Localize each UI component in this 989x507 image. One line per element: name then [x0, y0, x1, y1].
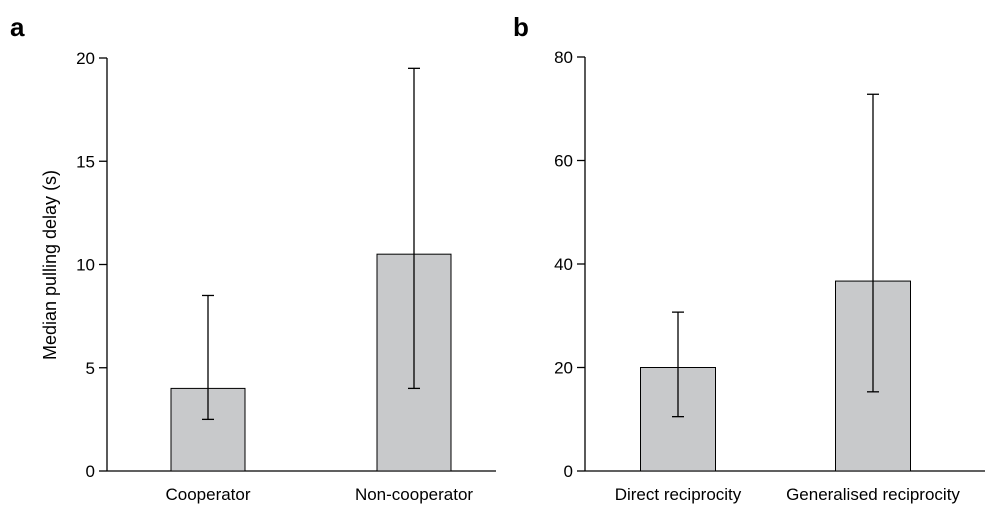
y-tick-label-b: 60 [554, 152, 573, 171]
panel-b-marks: 0 20 40 60 80 Direct reciprocity Generalised r… [554, 48, 985, 504]
y-tick-label-b: 40 [554, 255, 573, 274]
category-label-b: Generalised reciprocity [786, 485, 960, 504]
y-tick-label-b: 20 [554, 359, 573, 378]
y-tick-label-b: 80 [554, 48, 573, 67]
panel-label-a: a [10, 12, 25, 42]
category-label-a: Non-cooperator [355, 485, 473, 504]
y-axis-label-a: Median pulling delay (s) [40, 170, 60, 360]
category-label-b: Direct reciprocity [615, 485, 742, 504]
y-tick-label-a: 15 [76, 152, 95, 171]
panel-a-marks: 0 5 10 15 20 Cooperator Non-cooperator [76, 49, 496, 504]
panel-label-b: b [513, 12, 529, 42]
category-label-a: Cooperator [165, 485, 250, 504]
y-tick-label-b: 0 [564, 462, 573, 481]
panel-a: a Median pulling delay (s) 0 5 10 15 20 Coope… [10, 12, 496, 504]
y-tick-label-a: 20 [76, 49, 95, 68]
y-tick-label-a: 0 [86, 462, 95, 481]
y-tick-label-a: 5 [86, 359, 95, 378]
y-tick-label-a: 10 [76, 256, 95, 275]
panel-b: b 0 20 40 60 80 Direct reciprocity Generalised… [513, 12, 985, 504]
